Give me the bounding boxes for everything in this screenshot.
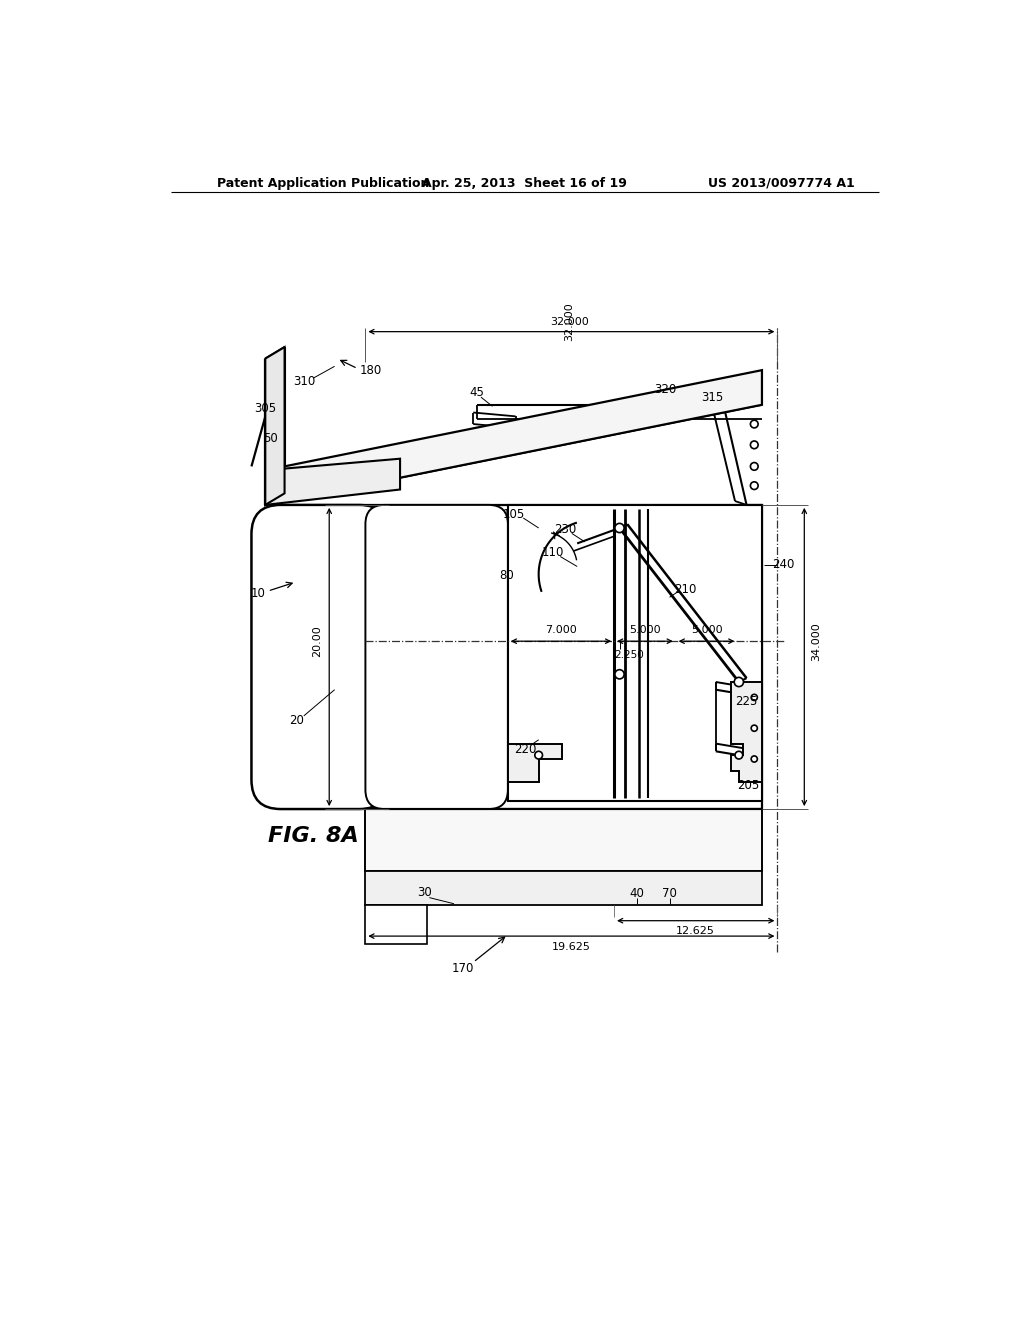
Text: 45: 45 (470, 385, 484, 399)
Text: 20.00: 20.00 (312, 626, 322, 657)
Text: 320: 320 (654, 383, 677, 396)
Text: 20: 20 (289, 714, 303, 727)
Text: 80: 80 (499, 569, 514, 582)
Text: 5.000: 5.000 (629, 626, 660, 635)
Text: 240: 240 (772, 558, 795, 572)
Polygon shape (731, 682, 762, 781)
Text: 70: 70 (663, 887, 677, 900)
Circle shape (751, 482, 758, 490)
Text: 10: 10 (250, 587, 265, 601)
Text: 210: 210 (674, 583, 696, 597)
Text: 32.000: 32.000 (550, 317, 589, 326)
Text: 225: 225 (735, 694, 758, 708)
Text: 170: 170 (452, 962, 474, 975)
Circle shape (751, 420, 758, 428)
Text: 12.625: 12.625 (676, 927, 715, 936)
Text: Patent Application Publication: Patent Application Publication (217, 177, 429, 190)
Text: 30: 30 (418, 886, 432, 899)
Circle shape (734, 677, 743, 686)
Circle shape (614, 523, 625, 532)
Text: 50: 50 (263, 432, 279, 445)
Text: FIG. 8A: FIG. 8A (267, 826, 358, 846)
Bar (366, 871, 762, 906)
Polygon shape (265, 459, 400, 506)
Bar (366, 809, 762, 871)
Text: 40: 40 (630, 887, 645, 900)
Circle shape (752, 725, 758, 731)
Circle shape (752, 694, 758, 701)
Text: Apr. 25, 2013  Sheet 16 of 19: Apr. 25, 2013 Sheet 16 of 19 (422, 177, 628, 190)
Text: 220: 220 (514, 743, 537, 756)
Text: 2.250: 2.250 (614, 649, 644, 660)
Text: 180: 180 (359, 363, 382, 376)
Text: 310: 310 (293, 375, 315, 388)
Polygon shape (508, 743, 562, 781)
Text: 34.000: 34.000 (811, 622, 821, 660)
Text: 19.625: 19.625 (552, 942, 591, 952)
Text: 7.000: 7.000 (545, 626, 577, 635)
FancyBboxPatch shape (252, 506, 388, 809)
Polygon shape (265, 370, 762, 506)
Circle shape (751, 441, 758, 449)
Circle shape (614, 669, 625, 678)
Text: 105: 105 (503, 508, 525, 520)
Text: US 2013/0097774 A1: US 2013/0097774 A1 (708, 177, 854, 190)
Polygon shape (265, 347, 285, 506)
Bar (508, 506, 762, 801)
Text: 205: 205 (737, 779, 759, 792)
Bar (366, 906, 427, 944)
Circle shape (752, 756, 758, 762)
Circle shape (751, 462, 758, 470)
Circle shape (735, 751, 742, 759)
Text: 315: 315 (700, 391, 723, 404)
Text: 230: 230 (554, 523, 575, 536)
Text: 305: 305 (254, 403, 276, 416)
FancyBboxPatch shape (366, 506, 508, 809)
Bar (366, 506, 762, 809)
Text: 5.000: 5.000 (691, 626, 722, 635)
Text: 110: 110 (542, 546, 563, 560)
Text: 32.000: 32.000 (564, 302, 574, 341)
Circle shape (535, 751, 543, 759)
